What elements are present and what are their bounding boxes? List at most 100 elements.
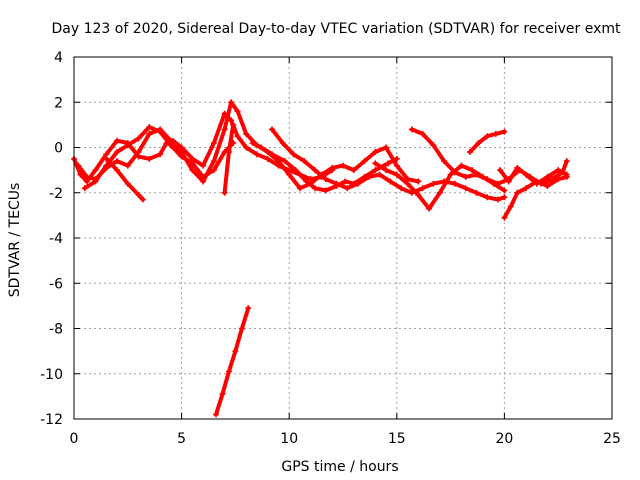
data-point bbox=[92, 167, 99, 174]
data-point bbox=[376, 171, 383, 178]
series-track-1 bbox=[72, 111, 335, 184]
data-point bbox=[350, 167, 357, 174]
data-point bbox=[230, 121, 237, 128]
data-point bbox=[92, 178, 99, 185]
series-track-8 bbox=[409, 127, 569, 186]
data-point bbox=[451, 180, 458, 187]
data-point bbox=[501, 194, 508, 201]
data-point bbox=[225, 368, 232, 375]
data-point bbox=[268, 151, 275, 158]
data-point bbox=[555, 176, 562, 183]
y-tick-label: -12 bbox=[40, 412, 63, 428]
data-point bbox=[228, 99, 235, 106]
data-point bbox=[77, 171, 84, 178]
data-point bbox=[200, 173, 207, 180]
data-point bbox=[484, 133, 491, 140]
data-point bbox=[178, 153, 185, 160]
data-point bbox=[497, 167, 504, 174]
data-point bbox=[436, 189, 443, 196]
axis-ticks: 0 5 10 15 20 25 -12 -10 -8 -6 -4 -2 0 2 4 bbox=[40, 50, 621, 447]
data-point bbox=[563, 158, 570, 165]
data-point bbox=[243, 130, 250, 137]
series-track-2 bbox=[76, 100, 421, 191]
y-tick-label: -10 bbox=[40, 367, 63, 383]
data-point bbox=[522, 171, 529, 178]
data-point bbox=[462, 173, 469, 180]
data-point bbox=[365, 173, 372, 180]
data-point bbox=[114, 158, 121, 165]
data-point bbox=[544, 173, 551, 180]
data-point bbox=[245, 305, 252, 312]
x-tick-label: 15 bbox=[388, 431, 406, 447]
data-point bbox=[505, 178, 512, 185]
data-point bbox=[296, 185, 303, 192]
data-point bbox=[441, 158, 448, 165]
data-point bbox=[243, 144, 250, 151]
data-point bbox=[124, 180, 131, 187]
data-point bbox=[228, 117, 235, 124]
data-point bbox=[135, 135, 142, 142]
data-point bbox=[430, 142, 437, 149]
y-tick-label: -4 bbox=[49, 231, 63, 247]
data-point bbox=[415, 178, 422, 185]
data-point bbox=[393, 155, 400, 162]
data-point bbox=[469, 167, 476, 174]
data-point bbox=[281, 158, 288, 165]
data-point bbox=[466, 149, 473, 156]
data-point bbox=[322, 176, 329, 183]
data-point bbox=[75, 162, 82, 169]
data-point bbox=[372, 160, 379, 167]
data-point bbox=[103, 155, 110, 162]
data-point bbox=[303, 178, 310, 185]
y-tick-label: -2 bbox=[49, 186, 63, 202]
data-point bbox=[484, 176, 491, 183]
data-point bbox=[225, 149, 232, 156]
data-point bbox=[210, 167, 217, 174]
data-point bbox=[544, 182, 551, 189]
data-point bbox=[124, 142, 131, 149]
data-point bbox=[213, 411, 220, 418]
data-point bbox=[238, 325, 245, 332]
data-point bbox=[312, 167, 319, 174]
series-track-12 bbox=[222, 122, 236, 195]
data-point bbox=[312, 185, 319, 192]
data-point bbox=[189, 167, 196, 174]
data-point bbox=[249, 139, 256, 146]
data-point bbox=[232, 348, 239, 355]
data-point bbox=[458, 162, 465, 169]
data-point bbox=[522, 185, 529, 192]
data-point bbox=[419, 130, 426, 137]
data-point bbox=[473, 189, 480, 196]
data-point bbox=[286, 171, 293, 178]
data-point bbox=[484, 194, 491, 201]
y-axis-label: SDTVAR / TECUs bbox=[7, 183, 23, 298]
data-point bbox=[383, 144, 390, 151]
data-point bbox=[342, 178, 349, 185]
data-point bbox=[430, 180, 437, 187]
data-point bbox=[290, 151, 297, 158]
data-point bbox=[146, 130, 153, 137]
data-point bbox=[189, 160, 196, 167]
data-point bbox=[264, 155, 271, 162]
data-point bbox=[268, 126, 275, 133]
data-point bbox=[234, 108, 241, 115]
data-point bbox=[475, 139, 482, 146]
data-point bbox=[501, 128, 508, 135]
x-tick-label: 5 bbox=[177, 431, 186, 447]
data-point bbox=[501, 214, 508, 221]
grid-lines bbox=[73, 56, 613, 420]
data-point bbox=[473, 171, 480, 178]
x-axis-label: GPS time / hours bbox=[281, 459, 398, 475]
plot-area bbox=[71, 99, 570, 418]
data-point bbox=[344, 185, 351, 192]
data-point bbox=[514, 189, 521, 196]
series-track-10 bbox=[498, 165, 569, 186]
data-point bbox=[234, 133, 241, 140]
x-tick-label: 25 bbox=[603, 431, 621, 447]
data-point bbox=[404, 180, 411, 187]
series-track-11 bbox=[502, 174, 569, 220]
data-point bbox=[219, 391, 226, 398]
data-point bbox=[372, 149, 379, 156]
data-point bbox=[355, 180, 362, 187]
